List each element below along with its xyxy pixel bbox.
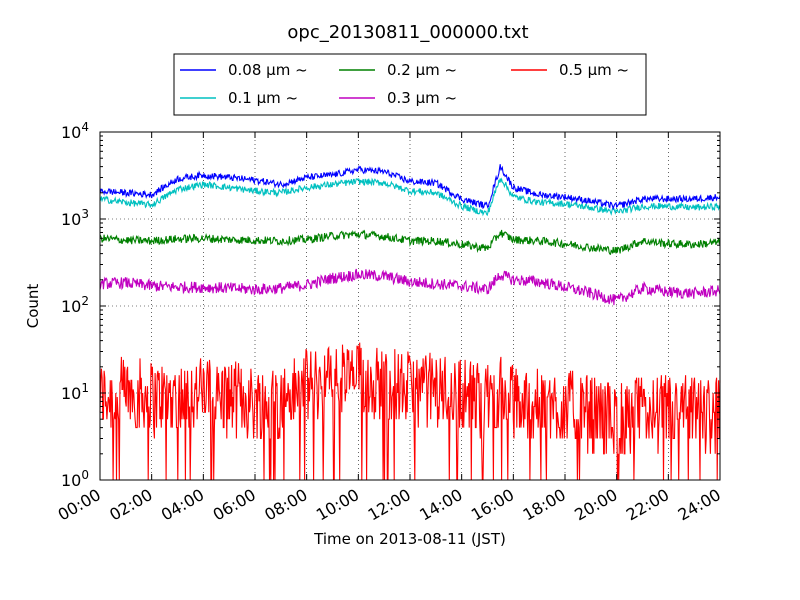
x-tick-label: 14:00 [416,485,465,525]
legend-label: 0.3 μm ~ [387,89,457,107]
x-tick-labels: 00:00 02:00 04:00 06:00 08:00 10:00 12:00 14:00… [55,485,724,525]
legend-label: 0.1 μm ~ [228,89,298,107]
x-tick-label: 18:00 [520,485,569,525]
y-tick-label: 102 [61,294,89,316]
y-tick-label: 103 [61,207,89,229]
y-tick-label: 101 [61,381,89,403]
legend: 0.08 μm ~ 0.1 μm ~ 0.2 μm ~ 0.3 μm ~ 0.5 μm … [173,53,647,116]
y-tick-label: 100 [61,468,89,490]
x-tick-label: 24:00 [675,485,724,525]
series-layer [99,164,721,481]
x-tick-label: 10:00 [313,485,362,525]
x-tick-label: 22:00 [623,485,672,525]
x-tick-label: 16:00 [468,485,517,525]
x-tick-label: 20:00 [571,485,620,525]
legend-label: 0.08 μm ~ [228,61,308,79]
series-line [99,342,721,481]
legend-label: 0.2 μm ~ [387,61,457,79]
ticks [99,131,721,481]
series-line [99,268,721,306]
x-tick-label: 02:00 [106,485,155,525]
y-axis-label: Count [24,284,42,329]
y-tick-label: 104 [61,120,89,142]
x-tick-label: 04:00 [158,485,207,525]
legend-label: 0.5 μm ~ [559,61,629,79]
x-axis-label: Time on 2013-08-11 (JST) [313,530,506,548]
series-line [99,177,721,217]
series-line [99,164,721,211]
x-tick-label: 00:00 [55,485,104,525]
series-line [99,229,721,255]
grid [99,131,721,481]
x-tick-label: 12:00 [365,485,414,525]
x-tick-label: 06:00 [210,485,259,525]
chart-title: opc_20130811_000000.txt [287,22,528,43]
y-tick-labels: 100 101 102 103 104 [61,120,89,490]
x-tick-label: 08:00 [261,485,310,525]
legend-frame [173,53,647,116]
